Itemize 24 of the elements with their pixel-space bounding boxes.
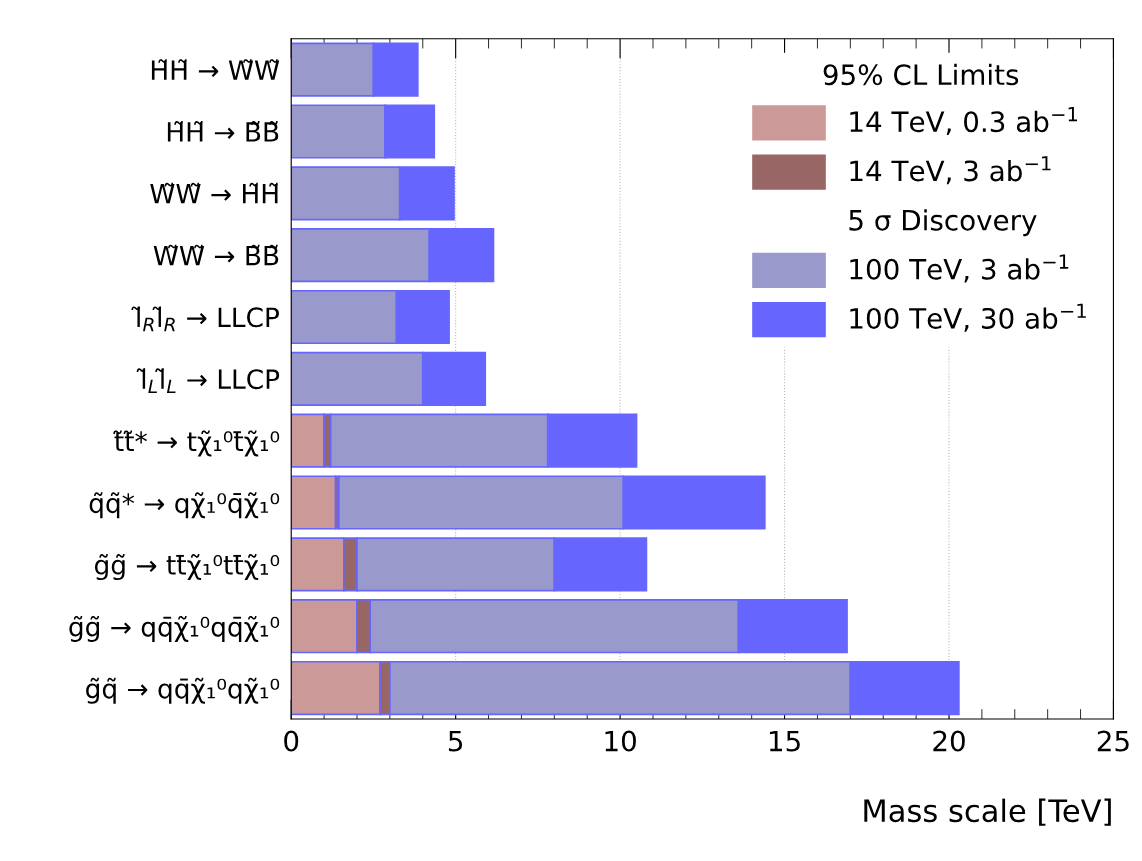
legend-title: 95% CL Limits	[823, 63, 1019, 86]
y-tick-label: q̃q̃* → qχ̃₁⁰q̄χ̃₁⁰	[89, 492, 280, 519]
annotation: 5 σ Discovery	[849, 209, 1037, 237]
y-tick-label: H̃H̃ → W̃W̃	[151, 59, 280, 80]
legend-label: 100 TeV, 3 ab$^{−1}$	[850, 254, 1069, 283]
x-tick-label: 5	[448, 730, 463, 752]
y-tick-label: g̃g̃ → tt̄χ̃₁⁰tt̄χ̃₁⁰	[94, 554, 280, 581]
y-tick-label: H̃H̃ → B̃B̃	[167, 121, 279, 142]
x-tick-label: 0	[284, 730, 299, 752]
x-tick-label: 20	[933, 730, 965, 752]
x-tick-label: 15	[769, 730, 800, 752]
x-tick-label: 25	[1097, 730, 1129, 752]
legend-label: 14 TeV, 3 ab$^{−1}$	[850, 156, 1051, 185]
y-tick-label: t̃t̃* → tχ̃₁⁰t̄χ̃₁⁰	[113, 430, 280, 457]
legend-label: 100 TeV, 30 ab$^{−1}$	[850, 303, 1086, 332]
legend-label: 14 TeV, 0.3 ab$^{−1}$	[850, 107, 1078, 136]
y-tick-label: g̃q̃ → qq̄χ̃₁⁰qχ̃₁⁰	[86, 677, 280, 704]
y-tick-label: l̃$_{R}$l̃$_{R}$ → LLCP	[131, 306, 279, 332]
y-tick-label: W̃W̃ → H̃H̃	[150, 182, 278, 204]
y-tick-label: l̃$_{L}$l̃$_{L}$ → LLCP	[136, 368, 280, 394]
x-axis-title: Mass scale [TeV]	[864, 798, 1111, 826]
y-tick-label: g̃g̃ → qq̄χ̃₁⁰qq̄χ̃₁⁰	[69, 615, 280, 642]
x-tick-label: 10	[605, 730, 636, 752]
y-tick-label: W̃W̃ → B̃B̃	[153, 244, 279, 266]
